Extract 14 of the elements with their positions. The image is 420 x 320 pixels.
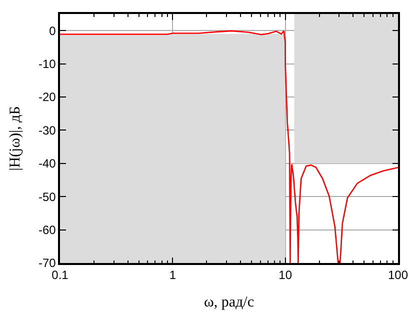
x-tick-label: 0.1 (52, 268, 69, 282)
y-axis-title: |H(jω)|, дБ (7, 106, 24, 171)
x-tick-label: 1 (169, 268, 176, 282)
y-tick-label: -30 (38, 123, 56, 138)
x-tick-label: 10 (278, 268, 292, 282)
y-tick-label: -40 (38, 156, 56, 171)
y-tick-label: -20 (38, 90, 56, 104)
y-tick-label: 0 (49, 24, 56, 38)
x-tick-label: 100 (388, 268, 408, 282)
x-axis-title: ω, рад/с (204, 294, 254, 311)
y-tick-label: -10 (38, 57, 56, 71)
y-tick-label: -60 (38, 223, 56, 237)
y-tick-label: -70 (38, 256, 56, 270)
y-tick-label: -50 (38, 190, 56, 204)
